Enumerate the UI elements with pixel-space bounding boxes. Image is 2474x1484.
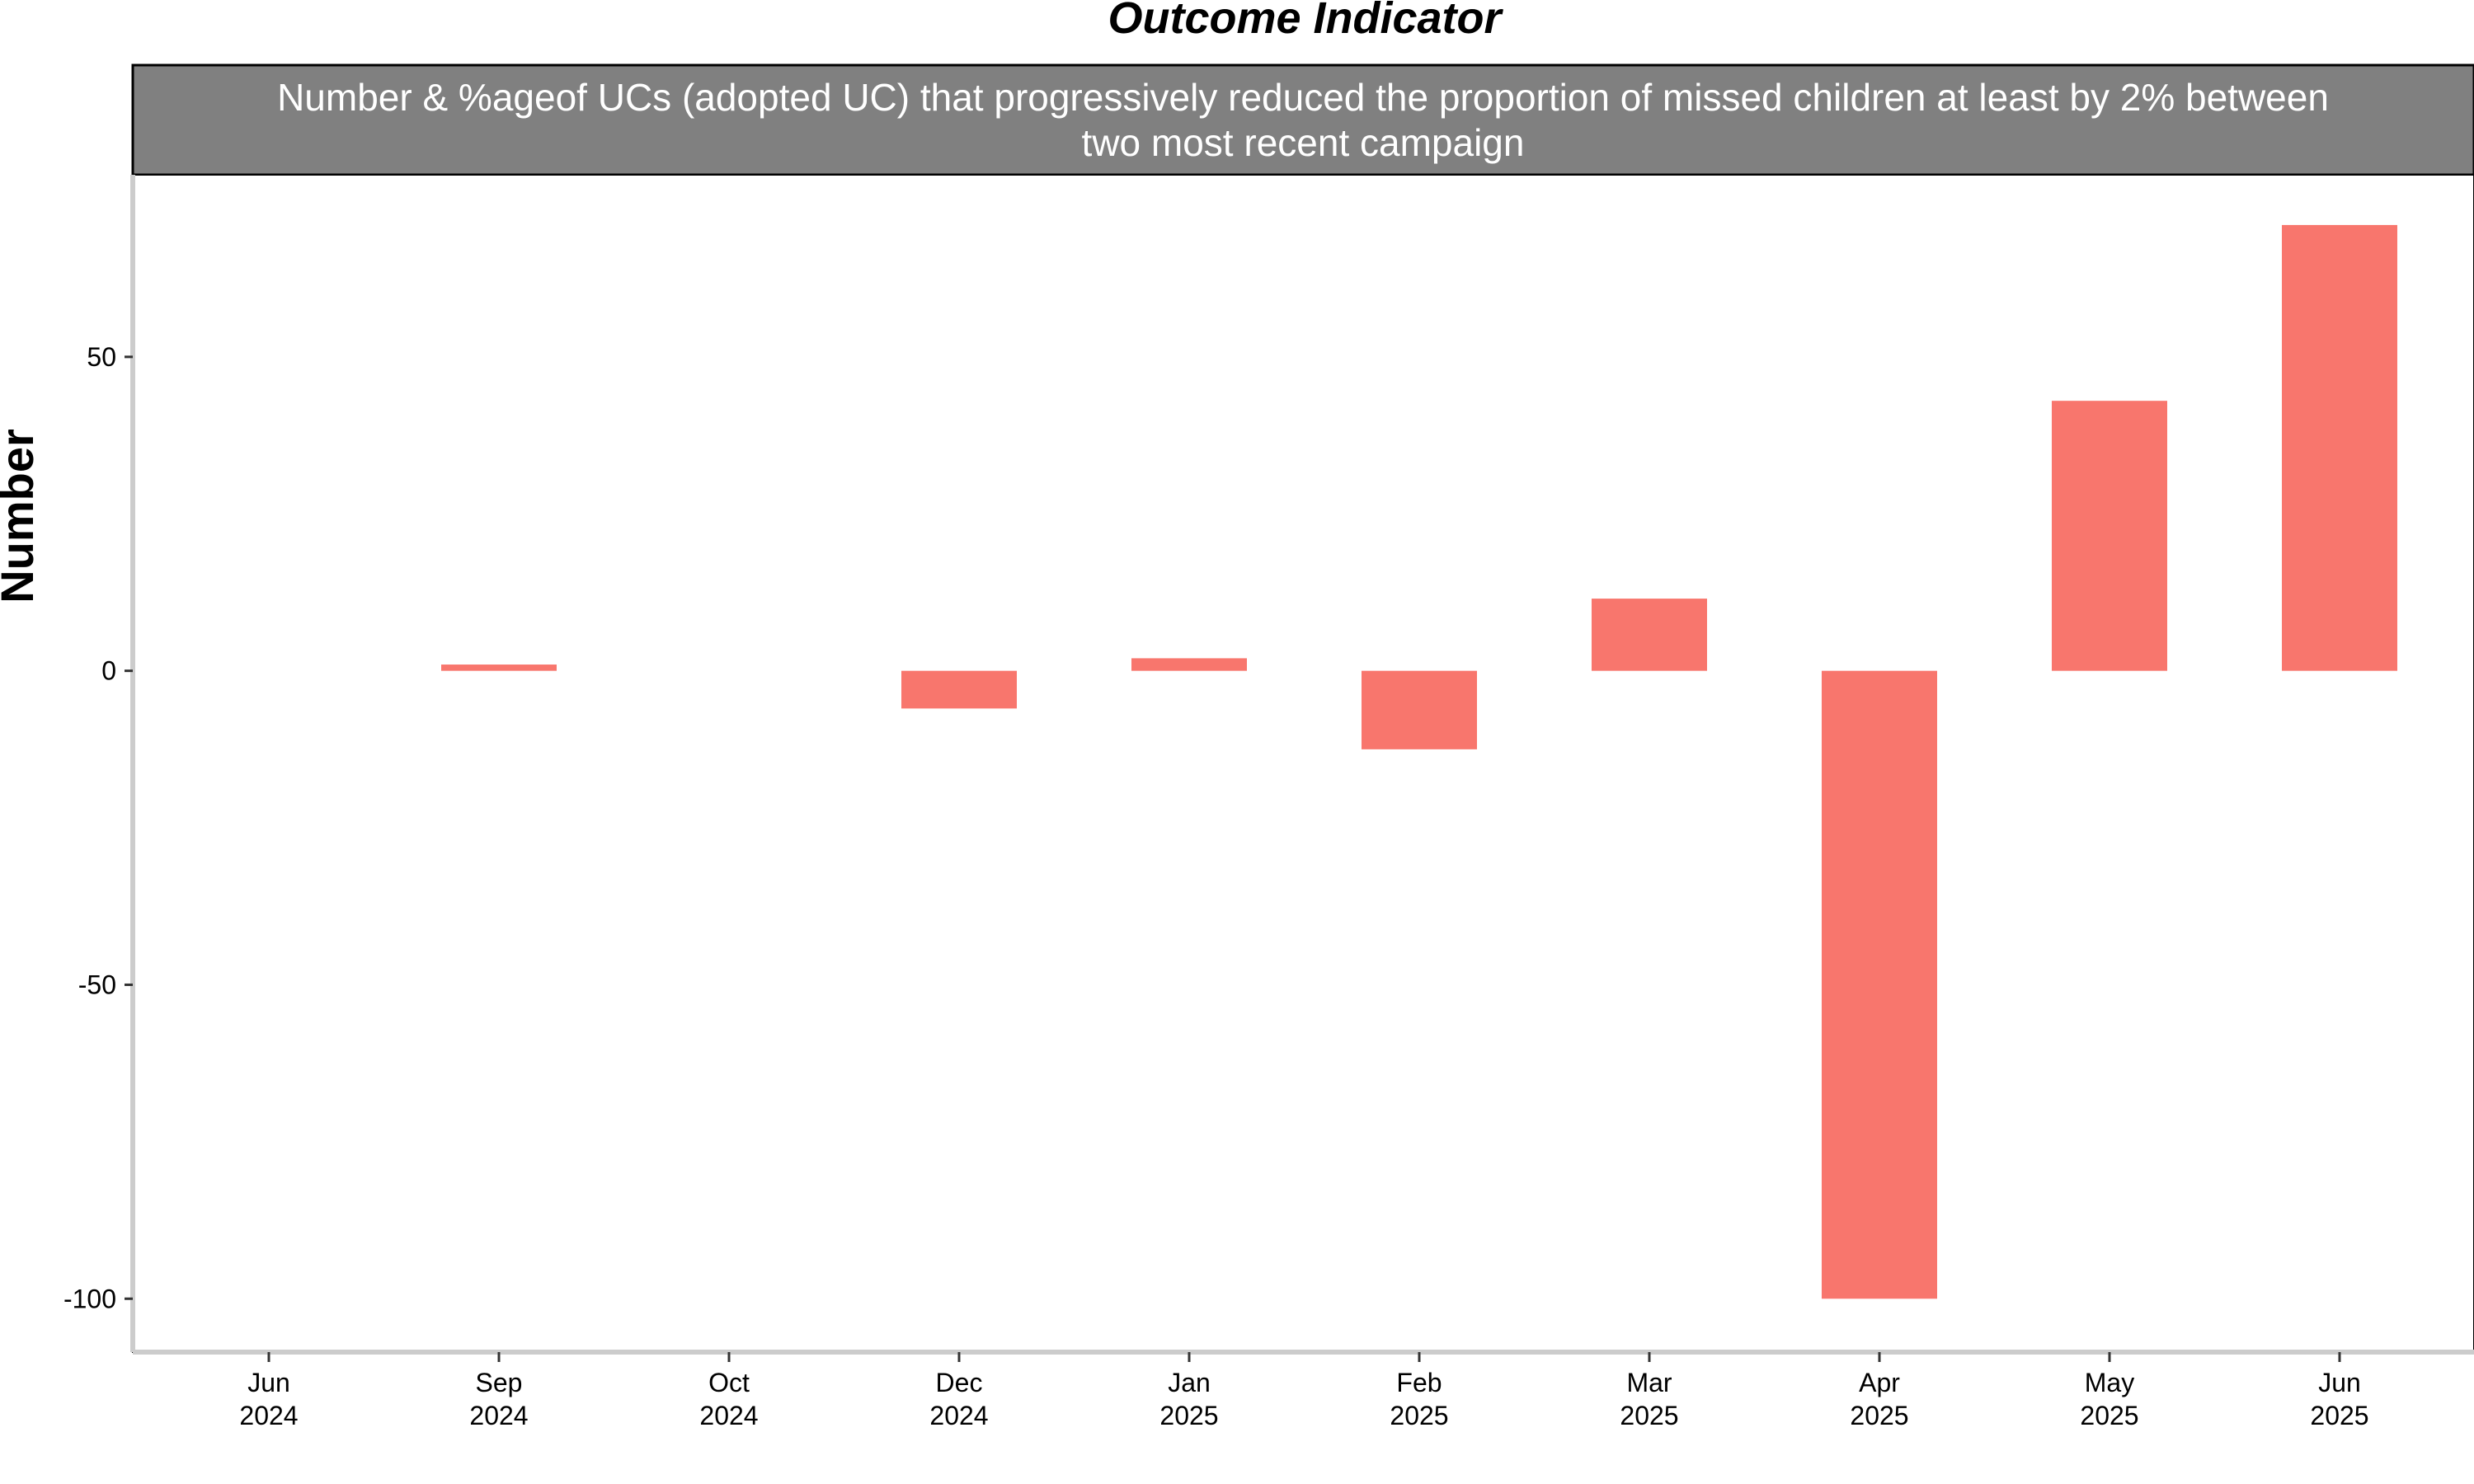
x-tick-label: Jan 2025 [1159, 1368, 1218, 1430]
x-tick-label: Dec 2024 [929, 1368, 988, 1430]
bar-dec-2024 [901, 670, 1017, 709]
y-tick-label: 50 [87, 342, 116, 372]
panel-strip-title-line-1: Number & %ageof UCs (adopted UC) that pr… [277, 76, 2329, 119]
x-tick-label: Apr 2025 [1850, 1368, 1908, 1430]
y-tick-label: 0 [101, 656, 116, 686]
x-tick-label: Jun 2024 [239, 1368, 298, 1430]
bar-apr-2025 [1822, 670, 1937, 1299]
bar-sep-2024 [441, 665, 557, 671]
y-tick-label: -100 [63, 1284, 116, 1313]
bar-jun-2025 [2282, 224, 2397, 671]
bar-feb-2025 [1362, 670, 1477, 749]
x-axis: Jun 2024 Sep 2024 Oct 2024 Dec 2024 Jan 2025 Feb 20… [133, 1350, 2474, 1430]
bar-may-2025 [2052, 401, 2167, 671]
bar-jan-2025 [1131, 658, 1247, 671]
x-tick-label: May 2025 [2080, 1368, 2138, 1430]
x-tick-label: Sep 2024 [469, 1368, 528, 1430]
y-axis: -100 -50 0 50 [63, 175, 135, 1352]
y-tick-label: -50 [78, 970, 116, 999]
y-axis-title: Number [0, 429, 43, 603]
bars-group [441, 224, 2397, 1299]
panel-strip-title-line-2: two most recent campaign [1082, 121, 1525, 164]
x-tick-label: Oct 2024 [699, 1368, 758, 1430]
x-tick-label: Mar 2025 [1620, 1368, 1678, 1430]
x-tick-label: Feb 2025 [1390, 1368, 1448, 1430]
plot-panel [132, 174, 2474, 1353]
chart-title: Outcome Indicator [1108, 0, 1503, 43]
panel-strip [131, 63, 2474, 176]
bar-mar-2025 [1592, 599, 1707, 671]
x-tick-label: Jun 2025 [2310, 1368, 2368, 1430]
